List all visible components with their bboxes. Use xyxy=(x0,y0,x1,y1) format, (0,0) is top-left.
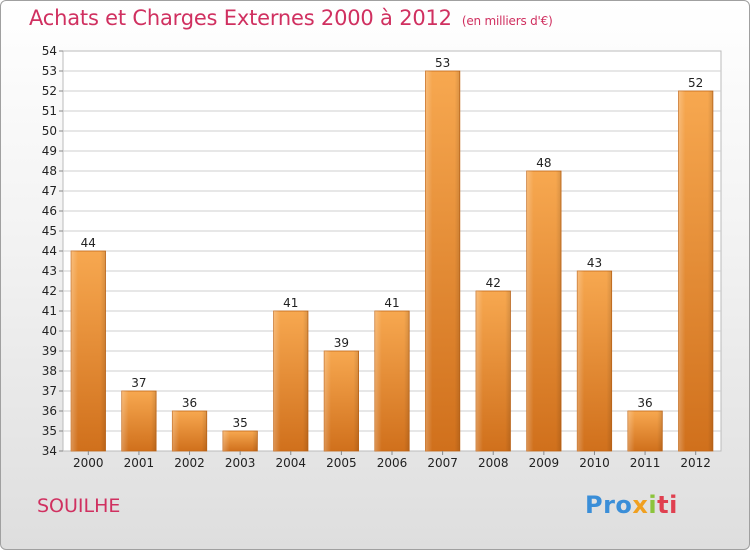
chart-title-text: Achats et Charges Externes 2000 à 2012 xyxy=(29,6,452,30)
logo-part-2: x xyxy=(632,491,649,519)
bar-shade-2003 xyxy=(222,431,258,451)
x-tick-label: 2000 xyxy=(73,456,104,470)
x-tick-label: 2012 xyxy=(680,456,711,470)
y-tick-label: 53 xyxy=(42,64,57,78)
y-tick-label: 49 xyxy=(42,144,57,158)
data-label: 39 xyxy=(334,336,349,350)
x-tick-label: 2005 xyxy=(326,456,357,470)
logo-part-4: ti xyxy=(657,491,678,519)
x-tick-label: 2002 xyxy=(174,456,205,470)
bar-shade-2001 xyxy=(121,391,157,451)
y-tick-label: 35 xyxy=(42,424,57,438)
y-tick-label: 39 xyxy=(42,344,57,358)
data-label: 48 xyxy=(536,156,551,170)
x-tick-label: 2008 xyxy=(478,456,509,470)
bar-shade-2007 xyxy=(425,71,460,451)
y-tick-label: 52 xyxy=(42,84,57,98)
logo-part-1: Pro xyxy=(585,491,633,519)
bar-shade-2010 xyxy=(577,271,612,451)
y-tick-label: 50 xyxy=(42,124,57,138)
x-tick-label: 2007 xyxy=(427,456,458,470)
bar-shade-2009 xyxy=(526,171,562,451)
y-tick-label: 36 xyxy=(42,404,57,418)
chart-subtitle: (en milliers d'€) xyxy=(461,14,553,28)
x-tick-label: 2001 xyxy=(124,456,155,470)
bar-shade-2012 xyxy=(678,91,713,451)
y-tick-label: 48 xyxy=(42,164,57,178)
data-label: 52 xyxy=(688,76,703,90)
x-tick-label: 2009 xyxy=(529,456,560,470)
bar-shade-2004 xyxy=(273,311,308,451)
y-tick-label: 42 xyxy=(42,284,57,298)
x-tick-label: 2003 xyxy=(225,456,256,470)
x-tick-label: 2010 xyxy=(579,456,610,470)
bar-shade-2000 xyxy=(71,251,106,451)
y-tick-label: 47 xyxy=(42,184,57,198)
x-axis: 2000 2001 2002 2003 2004 2005 2006 2007 2008 2009… xyxy=(73,451,711,470)
bars: 44 37 36 35 41 39 41 53 42 48 43 36 52 xyxy=(70,56,714,452)
data-label: 36 xyxy=(637,396,652,410)
x-tick-label: 2004 xyxy=(275,456,306,470)
x-tick-label: 2006 xyxy=(377,456,408,470)
proxiti-logo: Proxiti xyxy=(585,491,678,519)
y-tick-label: 46 xyxy=(42,204,57,218)
y-tick-label: 43 xyxy=(42,264,57,278)
y-tick-label: 54 xyxy=(42,44,57,58)
y-axis: 34 35 36 37 38 39 40 41 42 43 44 45 46 47 48 49 50 51 52 53… xyxy=(42,44,63,458)
bar-shade-2002 xyxy=(172,411,207,451)
bar-shade-2008 xyxy=(476,291,511,451)
y-tick-label: 34 xyxy=(42,444,57,458)
data-label: 44 xyxy=(81,236,96,250)
y-tick-label: 41 xyxy=(42,304,57,318)
commune-name: SOUILHE xyxy=(37,495,121,517)
data-label: 42 xyxy=(486,276,501,290)
data-label: 43 xyxy=(587,256,602,270)
y-tick-label: 40 xyxy=(42,324,57,338)
bar-shade-2005 xyxy=(324,351,359,451)
chart-title: Achats et Charges Externes 2000 à 2012 (e… xyxy=(29,6,553,30)
data-label: 41 xyxy=(384,296,399,310)
y-tick-label: 51 xyxy=(42,104,57,118)
bar-shade-2006 xyxy=(374,311,410,451)
y-tick-label: 44 xyxy=(42,244,57,258)
data-label: 37 xyxy=(131,376,146,390)
data-label: 53 xyxy=(435,56,450,70)
data-label: 36 xyxy=(182,396,197,410)
y-tick-label: 45 xyxy=(42,224,57,238)
x-tick-label: 2011 xyxy=(630,456,661,470)
data-label: 41 xyxy=(283,296,298,310)
y-tick-label: 38 xyxy=(42,364,57,378)
y-tick-label: 37 xyxy=(42,384,57,398)
bar-shade-2011 xyxy=(627,411,663,451)
logo-part-3: i xyxy=(648,491,658,519)
data-label: 35 xyxy=(233,416,248,430)
